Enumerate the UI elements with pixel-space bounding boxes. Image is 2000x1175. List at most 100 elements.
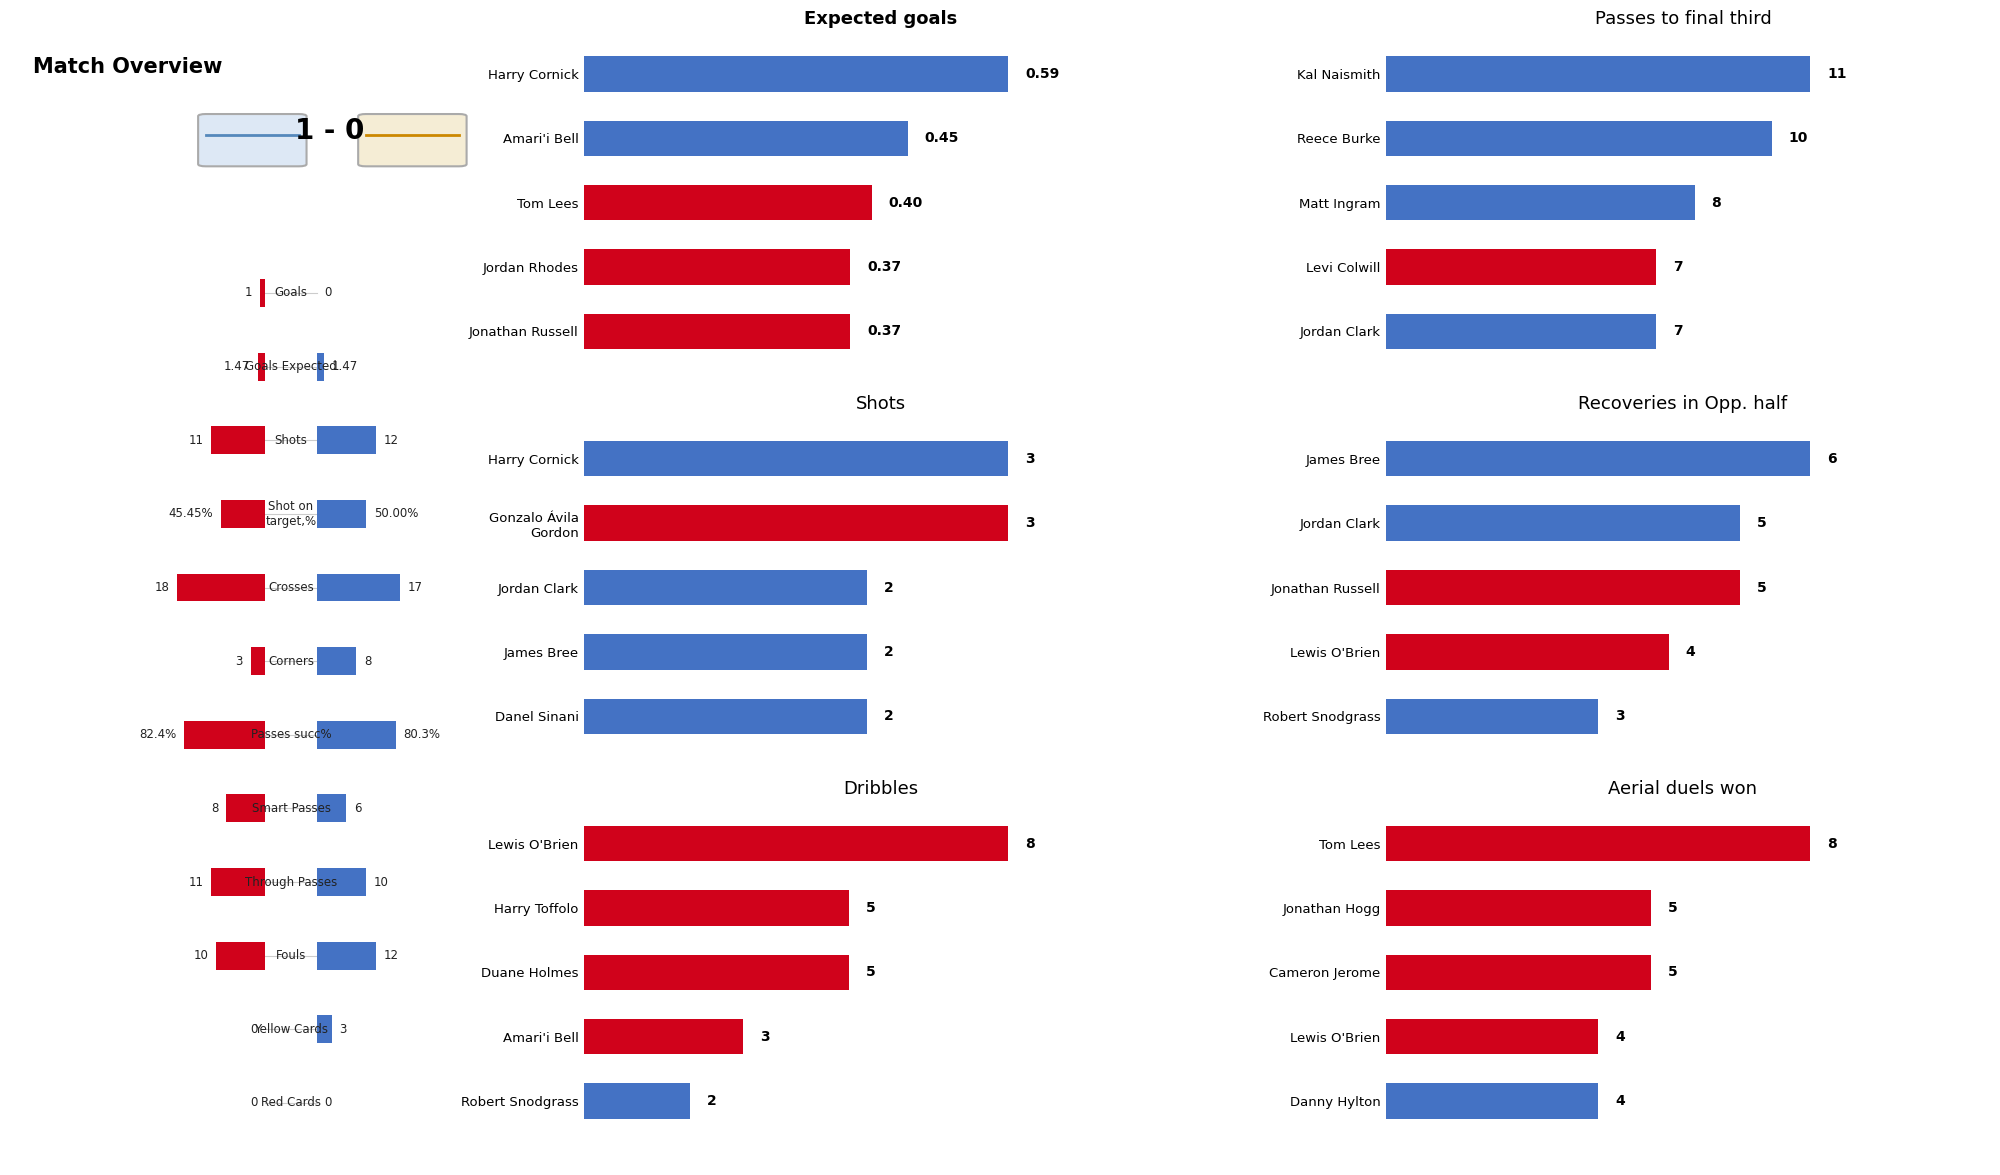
Text: Crosses: Crosses: [268, 580, 314, 595]
Bar: [1386, 955, 1652, 991]
Text: Match Overview: Match Overview: [32, 58, 222, 78]
Text: 8: 8: [1828, 837, 1838, 851]
Text: Passes succ%: Passes succ%: [250, 728, 332, 741]
Text: 11: 11: [188, 875, 204, 888]
Bar: [584, 441, 1008, 477]
Bar: [184, 720, 266, 748]
Title: Passes to final third: Passes to final third: [1594, 11, 1772, 28]
Text: 3: 3: [1026, 516, 1034, 530]
Text: 2: 2: [884, 645, 894, 659]
Bar: [1386, 184, 1694, 220]
Text: 8: 8: [364, 654, 372, 667]
Text: 5: 5: [866, 901, 876, 915]
Text: 2: 2: [884, 710, 894, 724]
Bar: [216, 941, 266, 969]
Bar: [316, 720, 396, 748]
Bar: [316, 573, 400, 602]
Text: Fouls: Fouls: [276, 949, 306, 962]
Title: Aerial duels won: Aerial duels won: [1608, 780, 1758, 798]
Bar: [260, 278, 266, 307]
Bar: [584, 891, 850, 926]
Bar: [584, 698, 866, 734]
Bar: [584, 570, 866, 605]
Text: 12: 12: [384, 434, 398, 446]
Bar: [316, 352, 324, 381]
Text: 0.45: 0.45: [924, 132, 960, 146]
Bar: [584, 121, 908, 156]
Text: 12: 12: [384, 949, 398, 962]
Text: 45.45%: 45.45%: [168, 508, 212, 521]
Bar: [584, 1019, 744, 1054]
Bar: [1386, 570, 1740, 605]
FancyBboxPatch shape: [198, 114, 306, 167]
Text: 3: 3: [236, 654, 242, 667]
Text: Smart Passes: Smart Passes: [252, 801, 330, 815]
Text: 0.40: 0.40: [888, 195, 922, 209]
Text: 0: 0: [250, 1022, 258, 1036]
Bar: [1386, 698, 1598, 734]
Text: Goals: Goals: [274, 287, 308, 300]
Text: 6: 6: [354, 801, 362, 815]
Text: 8: 8: [210, 801, 218, 815]
Text: 3: 3: [1616, 710, 1624, 724]
Bar: [1386, 1083, 1598, 1119]
Bar: [316, 941, 376, 969]
Bar: [584, 505, 1008, 540]
Text: 1.47: 1.47: [224, 360, 250, 374]
Text: 8: 8: [1712, 195, 1722, 209]
Text: 1: 1: [246, 287, 252, 300]
FancyBboxPatch shape: [358, 114, 466, 167]
Bar: [1386, 1019, 1598, 1054]
Text: 80.3%: 80.3%: [404, 728, 440, 741]
Text: 5: 5: [1668, 901, 1678, 915]
Bar: [212, 427, 266, 455]
Bar: [1386, 634, 1668, 670]
Bar: [1386, 121, 1772, 156]
Text: 8: 8: [1026, 837, 1036, 851]
Bar: [316, 1015, 332, 1043]
Title: Dribbles: Dribbles: [844, 780, 918, 798]
Title: Recoveries in Opp. half: Recoveries in Opp. half: [1578, 395, 1788, 414]
Text: 0: 0: [324, 1096, 332, 1109]
Text: Corners: Corners: [268, 654, 314, 667]
Text: Goals Expected: Goals Expected: [246, 360, 336, 374]
Text: 5: 5: [866, 966, 876, 980]
Text: 4: 4: [1616, 1029, 1624, 1043]
Bar: [258, 352, 266, 381]
Text: 17: 17: [408, 580, 422, 595]
Text: 6: 6: [1828, 451, 1836, 465]
Text: Yellow Cards: Yellow Cards: [254, 1022, 328, 1036]
Text: 0: 0: [324, 287, 332, 300]
Text: 10: 10: [194, 949, 208, 962]
Bar: [1386, 505, 1740, 540]
Bar: [1386, 891, 1652, 926]
Bar: [1386, 56, 1810, 92]
Text: 0: 0: [250, 1096, 258, 1109]
Text: 10: 10: [374, 875, 388, 888]
Bar: [584, 184, 872, 220]
Text: 4: 4: [1616, 1094, 1624, 1108]
Text: 1 - 0: 1 - 0: [296, 118, 364, 145]
Bar: [1386, 441, 1810, 477]
Text: 5: 5: [1668, 966, 1678, 980]
Text: Through Passes: Through Passes: [244, 875, 338, 888]
Bar: [1386, 826, 1810, 861]
Text: 5: 5: [1756, 516, 1766, 530]
Bar: [226, 794, 266, 822]
Text: Red Cards: Red Cards: [262, 1096, 322, 1109]
Text: 3: 3: [340, 1022, 346, 1036]
Text: 5: 5: [1756, 580, 1766, 595]
Bar: [316, 427, 376, 455]
Bar: [250, 647, 266, 676]
Text: 11: 11: [188, 434, 204, 446]
Text: 3: 3: [760, 1029, 770, 1043]
Bar: [220, 499, 266, 528]
Title: Expected goals: Expected goals: [804, 11, 958, 28]
Text: 4: 4: [1686, 645, 1696, 659]
Text: Shots: Shots: [274, 434, 308, 446]
Bar: [316, 794, 346, 822]
Bar: [584, 56, 1008, 92]
Bar: [1386, 249, 1656, 284]
Text: 0.37: 0.37: [868, 324, 902, 338]
Bar: [1386, 314, 1656, 349]
